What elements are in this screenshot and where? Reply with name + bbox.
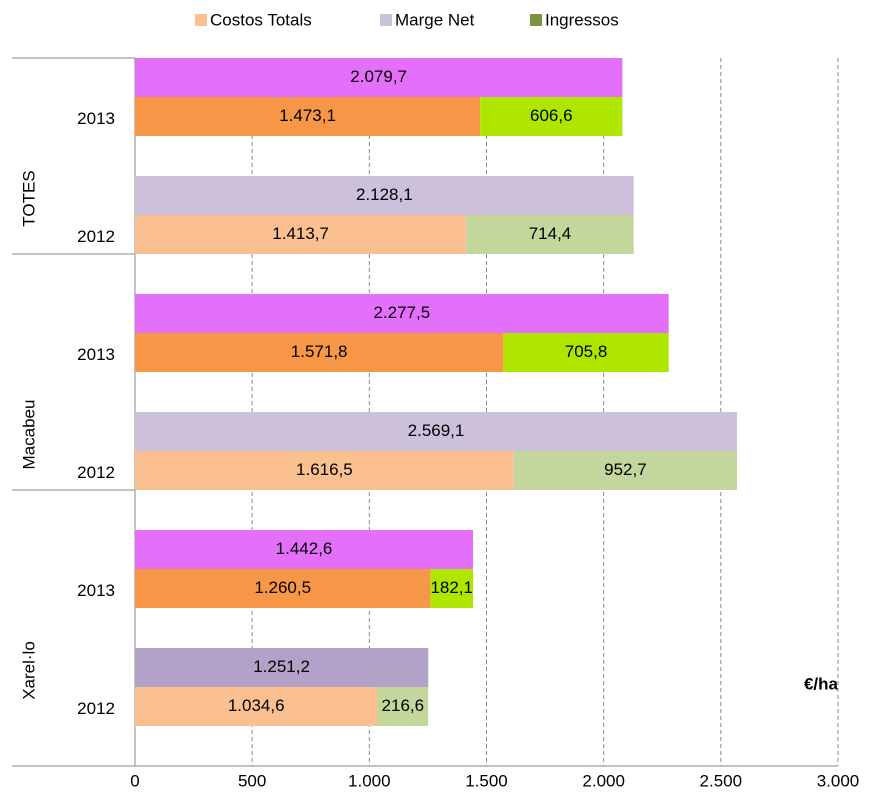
legend-label: Marge Net: [395, 10, 475, 29]
category-label: 2012: [77, 227, 115, 246]
data-label: 1.413,7: [272, 224, 329, 243]
bar-segment: [513, 451, 738, 490]
axis-unit-label: €/ha: [804, 674, 839, 693]
bar: [135, 412, 738, 451]
bar-segment: [135, 215, 467, 254]
bar-segment: [135, 569, 431, 608]
data-label: 1.616,5: [296, 460, 353, 479]
bar: [135, 176, 634, 215]
bar-segment: [135, 97, 481, 136]
data-label: 1.034,6: [228, 696, 285, 715]
category-label: 2012: [77, 699, 115, 718]
category-label: 2013: [77, 345, 115, 364]
bar: [135, 648, 429, 687]
category-label: 2012: [77, 463, 115, 482]
x-tick-label: 500: [238, 771, 266, 790]
bar: [135, 530, 474, 569]
data-label: 952,7: [604, 460, 647, 479]
data-label: 2.128,1: [356, 185, 413, 204]
x-tick-label: 2.000: [582, 771, 625, 790]
data-label: 1.473,1: [279, 106, 336, 125]
data-label: 1.571,8: [291, 342, 348, 361]
x-tick-label: 1.000: [348, 771, 391, 790]
data-label: 1.260,5: [254, 578, 311, 597]
bar-segment: [377, 687, 429, 726]
data-label: 1.251,2: [253, 657, 310, 676]
bar-segment: [135, 333, 504, 372]
bar-segment: [430, 569, 474, 608]
category-label: 2013: [77, 109, 115, 128]
group-label: Macabeu: [19, 400, 38, 470]
data-label: 216,6: [382, 696, 425, 715]
group-label: Xarel·lo: [19, 641, 38, 700]
legend-swatch: [380, 14, 392, 26]
bar-segment: [480, 97, 623, 136]
data-label: 705,8: [565, 342, 608, 361]
legend-label: Costos Totals: [210, 10, 312, 29]
bar-segment: [466, 215, 634, 254]
bar-segment: [135, 451, 514, 490]
category-label: 2013: [77, 581, 115, 600]
data-label: 714,4: [529, 224, 572, 243]
group-label: TOTES: [19, 170, 38, 226]
data-label: 606,6: [530, 106, 573, 125]
data-label: 2.079,7: [350, 67, 407, 86]
data-label: 2.277,5: [373, 303, 430, 322]
x-tick-label: 0: [130, 771, 139, 790]
bar: [135, 294, 669, 333]
bar-segment: [135, 687, 378, 726]
data-label: 182,1: [430, 578, 473, 597]
data-label: 2.569,1: [408, 421, 465, 440]
bar-segment: [503, 333, 669, 372]
x-tick-label: 3.000: [817, 771, 860, 790]
legend-label: Ingressos: [545, 10, 619, 29]
x-tick-label: 2.500: [700, 771, 743, 790]
data-label: 1.442,6: [276, 539, 333, 558]
legend-swatch: [530, 14, 542, 26]
legend-swatch: [195, 14, 207, 26]
bar: [135, 58, 623, 97]
x-tick-label: 1.500: [465, 771, 508, 790]
